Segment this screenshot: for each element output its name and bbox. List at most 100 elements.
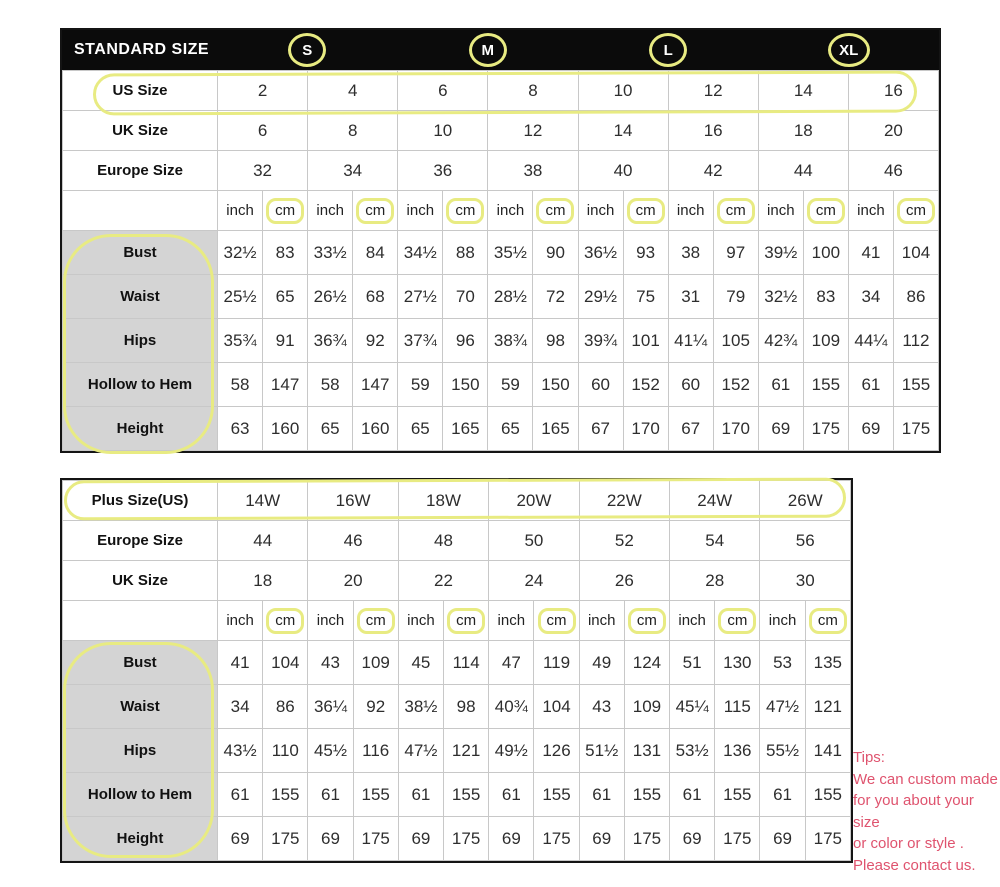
measure-value-cell: 61 — [307, 772, 354, 817]
measure-value-cell: 135 — [804, 640, 852, 685]
measure-value-cell: 124 — [623, 640, 671, 685]
row-label-cell: UK Size — [62, 560, 218, 601]
measure-value-cell: 69 — [847, 406, 894, 451]
size-value-cell: 18 — [216, 560, 309, 601]
size-value-cell: 8 — [487, 70, 579, 111]
measure-value-cell: 131 — [623, 728, 671, 773]
measure-value-cell: 43 — [307, 640, 354, 685]
row-label-cell: Hips — [62, 318, 218, 363]
measure-value-cell: 61 — [847, 362, 894, 407]
measure-value-cell: 88 — [442, 230, 489, 275]
size-value-cell: 52 — [578, 520, 671, 561]
measure-value-cell: 126 — [533, 728, 580, 773]
size-row: Europe Size 44 46 48 50 52 54 56 — [62, 520, 851, 561]
size-value-cell: 46 — [847, 150, 940, 191]
inch-unit-cell: inch — [847, 190, 894, 231]
cm-highlight-box: cm — [266, 607, 305, 634]
standard-size-grid: US Size 2 4 6 8 10 12 14 16 UK Size 6 8 10 12 14 16 18 20… — [62, 70, 940, 451]
measure-value-cell: 58 — [216, 362, 264, 407]
size-value-cell: 50 — [488, 520, 580, 561]
measure-value-cell: 91 — [262, 318, 309, 363]
measure-value-cell: 98 — [443, 684, 490, 729]
size-value-cell: 18 — [757, 110, 849, 151]
tips-title: Tips: — [853, 749, 885, 766]
measure-value-cell: 121 — [443, 728, 490, 773]
standard-size-header-bar: STANDARD SIZE S M L XL — [62, 30, 939, 70]
measure-value-cell: 33½ — [307, 230, 354, 275]
size-row: Europe Size 32 34 36 38 40 42 44 46 — [62, 150, 940, 191]
measure-value-cell: 49 — [578, 640, 625, 685]
measure-value-cell: 110 — [262, 728, 309, 773]
inch-unit-cell: inch — [397, 190, 444, 231]
measure-value-cell: 39½ — [757, 230, 804, 275]
measure-value-cell: 32½ — [757, 274, 804, 319]
size-value-cell: 32 — [216, 150, 309, 191]
size-value-cell: 20W — [488, 480, 580, 521]
row-label-cell: Bust — [62, 640, 218, 685]
measure-value-cell: 155 — [443, 772, 490, 817]
measure-value-cell: 61 — [578, 772, 625, 817]
empty-label-cell — [62, 190, 218, 231]
cm-unit-cell: cm — [532, 190, 579, 231]
row-label-cell: Hollow to Hem — [62, 362, 218, 407]
cm-highlight-box: cm — [808, 607, 847, 634]
measure-value-cell: 61 — [669, 772, 716, 817]
measure-value-cell: 67 — [577, 406, 624, 451]
measure-value-cell: 90 — [532, 230, 579, 275]
cm-unit-cell: cm — [804, 600, 852, 641]
size-value-cell: 26W — [759, 480, 851, 521]
measure-value-cell: 53½ — [669, 728, 716, 773]
size-value-cell: 8 — [307, 110, 399, 151]
cm-highlight-box: cm — [718, 607, 757, 634]
measure-value-cell: 92 — [352, 684, 399, 729]
cm-unit-cell: cm — [442, 190, 489, 231]
measure-value-cell: 121 — [804, 684, 852, 729]
measure-value-cell: 42¾ — [757, 318, 804, 363]
measure-value-cell: 35¾ — [216, 318, 264, 363]
measure-value-cell: 86 — [262, 684, 309, 729]
measure-value-cell: 59 — [397, 362, 444, 407]
unit-row: inch cm inch cm inch cm inch cm inch cm inch cm inch… — [62, 190, 940, 231]
measure-value-cell: 83 — [262, 230, 309, 275]
measure-value-cell: 155 — [804, 772, 852, 817]
measure-value-cell: 165 — [532, 406, 579, 451]
cm-highlight-box: cm — [537, 607, 576, 634]
size-letter-circle-s: S — [288, 33, 327, 67]
measure-value-cell: 69 — [757, 406, 804, 451]
measure-row: Hollow to Hem 61 155 61 155 61 155 61 155 61 155 61… — [62, 772, 852, 817]
size-value-cell: 38 — [487, 150, 579, 191]
measure-value-cell: 96 — [442, 318, 489, 363]
inch-unit-cell: inch — [216, 190, 264, 231]
measure-value-cell: 147 — [262, 362, 309, 407]
measure-value-cell: 49½ — [488, 728, 535, 773]
size-row: UK Size 18 20 22 24 26 28 30 — [62, 560, 851, 601]
measure-value-cell: 41 — [847, 230, 894, 275]
measure-value-cell: 170 — [622, 406, 669, 451]
measure-value-cell: 70 — [442, 274, 489, 319]
measure-value-cell: 175 — [714, 816, 761, 861]
size-value-cell: 6 — [216, 110, 309, 151]
cm-unit-cell: cm — [622, 190, 669, 231]
row-label-cell: Europe Size — [62, 520, 218, 561]
measure-value-cell: 155 — [533, 772, 580, 817]
measure-value-cell: 31 — [667, 274, 714, 319]
tips-line: for you about your size — [853, 792, 974, 831]
cm-unit-cell: cm — [802, 190, 849, 231]
measure-value-cell: 36¼ — [307, 684, 354, 729]
measure-value-cell: 45½ — [307, 728, 354, 773]
inch-unit-cell: inch — [667, 190, 714, 231]
size-value-cell: 22W — [578, 480, 671, 521]
measure-value-cell: 92 — [352, 318, 399, 363]
measure-value-cell: 152 — [622, 362, 669, 407]
cm-unit-cell: cm — [623, 600, 671, 641]
measure-value-cell: 43 — [578, 684, 625, 729]
size-value-cell: 34 — [307, 150, 399, 191]
size-row: UK Size 6 8 10 12 14 16 18 20 — [62, 110, 940, 151]
row-label-cell: Europe Size — [62, 150, 218, 191]
measure-value-cell: 175 — [262, 816, 309, 861]
measure-value-cell: 35½ — [487, 230, 534, 275]
size-value-cell: 16 — [847, 70, 940, 111]
measure-value-cell: 155 — [623, 772, 671, 817]
size-value-cell: 22 — [397, 560, 490, 601]
